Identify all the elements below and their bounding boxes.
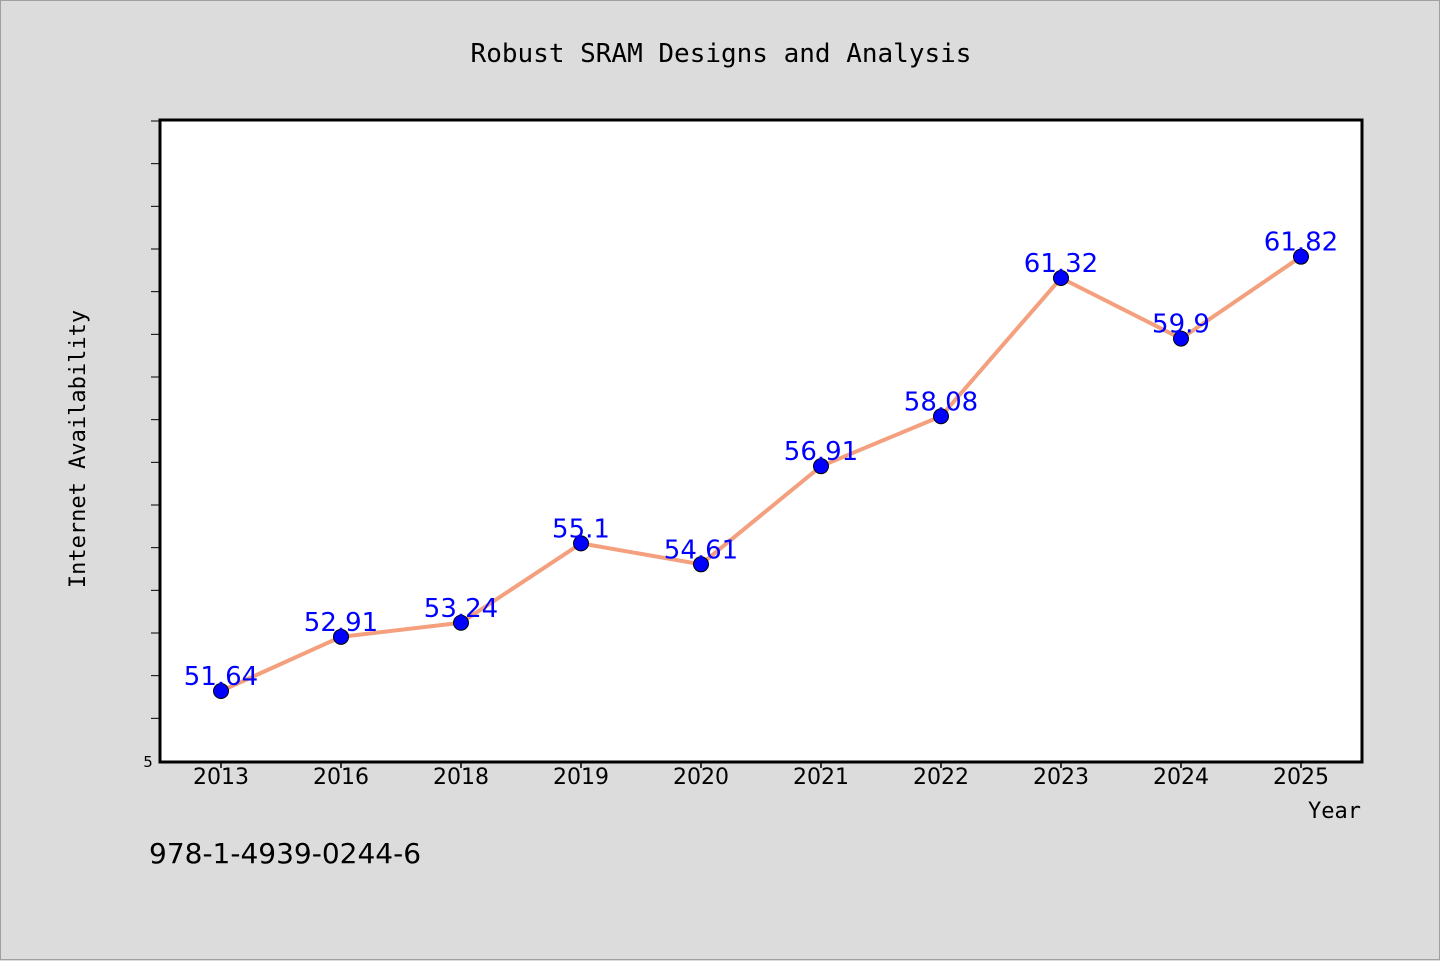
series-line — [219, 254, 1303, 694]
data-point — [213, 683, 229, 700]
data-label: 61.82 — [1264, 228, 1338, 258]
x-tick-label: 2022 — [913, 765, 969, 790]
data-label: 55.1 — [552, 514, 610, 544]
x-axis-label: Year — [1308, 799, 1361, 824]
x-tick-label: 2025 — [1273, 765, 1329, 790]
x-tick-label: 2020 — [673, 765, 729, 790]
x-tick-label: 2023 — [1033, 765, 1089, 790]
x-tick-label: 2019 — [553, 765, 609, 790]
data-label: 61.32 — [1024, 249, 1098, 279]
data-point — [1293, 248, 1309, 265]
y-axis-label: Internet Availability — [66, 310, 91, 588]
x-axis-ticks: 2013 2016 2018 2019 2020 2021 2022 2023 2024 2025 — [193, 762, 1329, 790]
plot-area — [158, 118, 1364, 764]
x-tick-label: 2021 — [793, 765, 849, 790]
x-tick-label: 2013 — [193, 765, 249, 790]
data-label: 58.08 — [904, 387, 978, 417]
data-point — [693, 556, 709, 573]
data-point — [453, 614, 469, 631]
data-label: 53.24 — [424, 594, 498, 624]
y-tick-label: 5 — [143, 753, 153, 771]
data-point — [813, 458, 829, 475]
x-tick-label: 2024 — [1153, 765, 1209, 790]
data-point — [933, 408, 949, 425]
data-point — [333, 628, 349, 645]
x-tick-label: 2018 — [433, 765, 489, 790]
data-point — [1053, 270, 1069, 287]
data-point — [573, 535, 589, 552]
data-label: 56.91 — [784, 437, 858, 467]
data-label: 52.91 — [304, 608, 378, 638]
series-group: 51.64 52.91 53.24 55.1 54.61 56.91 58.08 61.32 5… — [184, 228, 1338, 700]
footer-isbn: 978-1-4939-0244-6 — [149, 837, 421, 870]
data-point — [1173, 330, 1189, 347]
data-label: 54.61 — [664, 535, 738, 565]
chart-title: Robust SRAM Designs and Analysis — [471, 39, 972, 69]
data-label: 51.64 — [184, 662, 258, 692]
data-label: 59.9 — [1152, 310, 1210, 340]
x-tick-label: 2016 — [313, 765, 369, 790]
y-axis-ticks — [151, 120, 159, 719]
